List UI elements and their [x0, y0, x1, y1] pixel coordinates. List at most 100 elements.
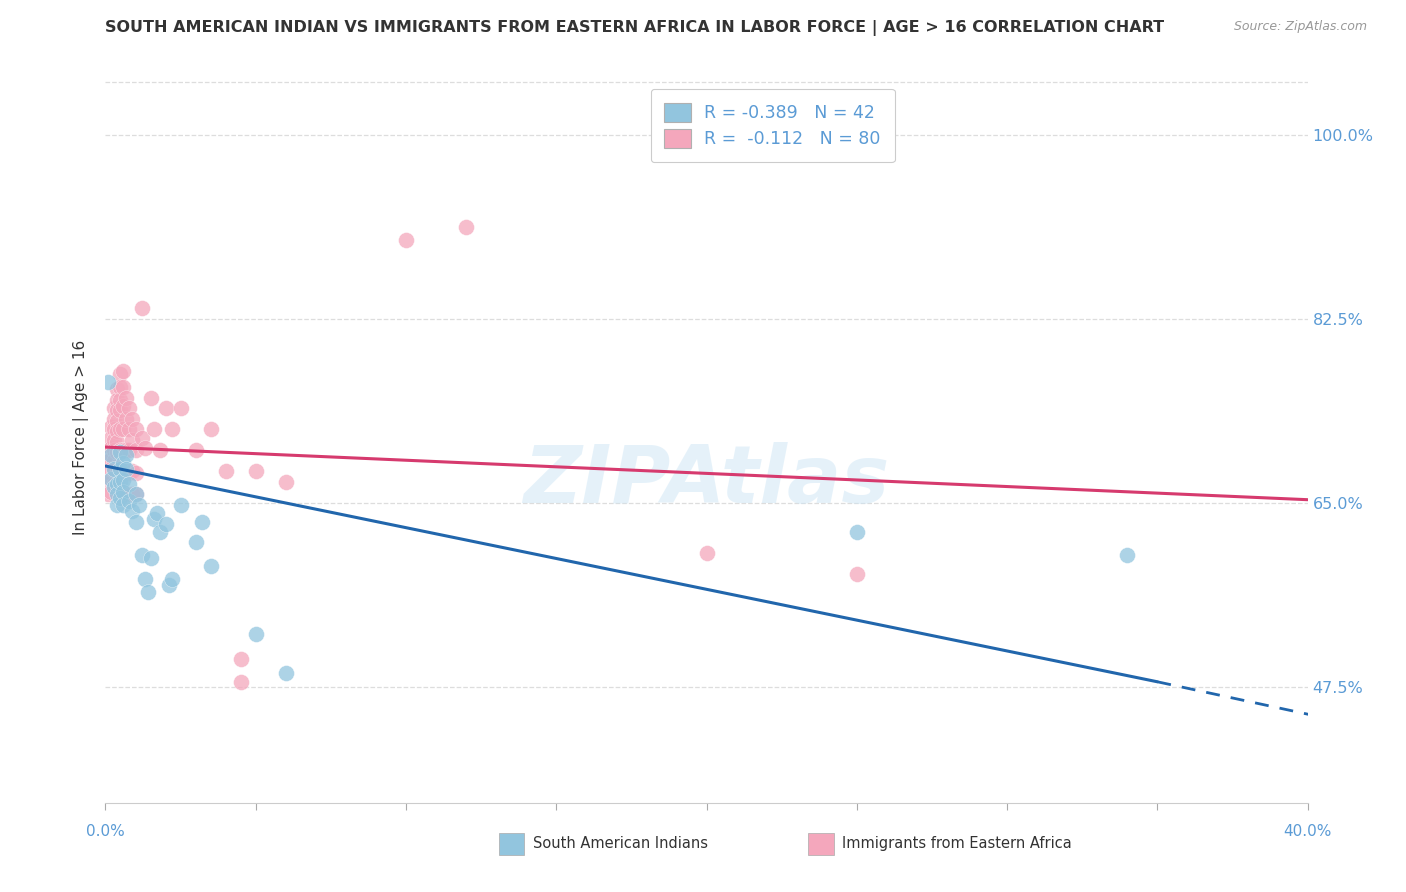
Point	[97, 477, 120, 491]
Point	[103, 480, 125, 494]
Text: SOUTH AMERICAN INDIAN VS IMMIGRANTS FROM EASTERN AFRICA IN LABOR FORCE | AGE > 1: SOUTH AMERICAN INDIAN VS IMMIGRANTS FROM…	[105, 20, 1164, 36]
Text: Source: ZipAtlas.com: Source: ZipAtlas.com	[1233, 20, 1367, 33]
Point	[131, 431, 153, 445]
Point	[395, 233, 418, 247]
Point	[142, 511, 165, 525]
Point	[107, 425, 129, 439]
Point	[103, 401, 125, 416]
Point	[245, 464, 267, 478]
Point	[454, 220, 477, 235]
Point	[115, 487, 138, 501]
Point	[103, 462, 125, 476]
Text: Immigrants from Eastern Africa: Immigrants from Eastern Africa	[842, 837, 1071, 851]
Point	[124, 487, 146, 501]
Point	[115, 462, 138, 476]
Point	[112, 422, 135, 436]
Point	[128, 498, 150, 512]
Point	[696, 546, 718, 560]
Point	[103, 411, 125, 425]
Point	[845, 567, 868, 582]
Point	[121, 464, 143, 478]
Point	[184, 534, 207, 549]
Point	[103, 454, 125, 468]
Point	[107, 498, 129, 512]
Point	[131, 549, 153, 563]
Point	[97, 487, 120, 501]
Point	[121, 504, 143, 518]
Point	[112, 473, 135, 487]
Point	[160, 422, 183, 436]
Point	[112, 498, 135, 512]
Point	[118, 422, 141, 436]
Point	[107, 445, 129, 459]
Point	[100, 449, 122, 463]
Point	[103, 443, 125, 458]
Point	[110, 443, 132, 458]
Point	[148, 525, 170, 540]
Point	[115, 443, 138, 458]
Point	[134, 572, 156, 586]
Point	[100, 485, 122, 500]
Point	[115, 391, 138, 405]
Point	[160, 572, 183, 586]
Text: South American Indians: South American Indians	[533, 837, 707, 851]
Point	[124, 422, 146, 436]
Point	[100, 462, 122, 476]
Point	[124, 487, 146, 501]
Point	[190, 515, 212, 529]
Point	[112, 399, 135, 413]
Point	[107, 382, 129, 396]
Point	[107, 458, 129, 473]
Point	[157, 578, 180, 592]
Y-axis label: In Labor Force | Age > 16: In Labor Force | Age > 16	[73, 340, 90, 534]
Point	[121, 433, 143, 447]
Point	[274, 666, 297, 681]
Point	[115, 449, 138, 463]
Point	[155, 401, 177, 416]
Point	[118, 443, 141, 458]
Point	[110, 445, 132, 459]
Point	[169, 498, 191, 512]
Point	[112, 364, 135, 378]
Point	[110, 491, 132, 505]
Point	[145, 507, 167, 521]
Point	[107, 487, 129, 501]
Point	[245, 627, 267, 641]
Point	[845, 525, 868, 540]
Text: 40.0%: 40.0%	[1284, 824, 1331, 838]
Point	[107, 392, 129, 407]
Point	[155, 516, 177, 531]
Point	[110, 403, 132, 417]
Point	[107, 414, 129, 428]
Point	[107, 403, 129, 417]
Point	[118, 477, 141, 491]
Point	[112, 456, 135, 470]
Point	[184, 443, 207, 458]
Point	[169, 401, 191, 416]
Point	[121, 411, 143, 425]
Point	[100, 473, 122, 487]
Point	[97, 464, 120, 478]
Point	[100, 441, 122, 455]
Point	[110, 462, 132, 476]
Point	[200, 559, 222, 574]
Point	[97, 375, 120, 389]
Point	[112, 380, 135, 394]
Point	[118, 467, 141, 481]
Point	[121, 487, 143, 501]
Point	[100, 431, 122, 445]
Point	[134, 441, 156, 455]
Point	[214, 464, 236, 478]
Point	[103, 433, 125, 447]
Point	[115, 464, 138, 478]
Point	[112, 464, 135, 478]
Point	[110, 475, 132, 489]
Point	[112, 485, 135, 500]
Point	[110, 462, 132, 476]
Point	[110, 485, 132, 500]
Point	[112, 443, 135, 458]
Point	[103, 477, 125, 491]
Point	[118, 401, 141, 416]
Point	[124, 515, 146, 529]
Point	[131, 301, 153, 315]
